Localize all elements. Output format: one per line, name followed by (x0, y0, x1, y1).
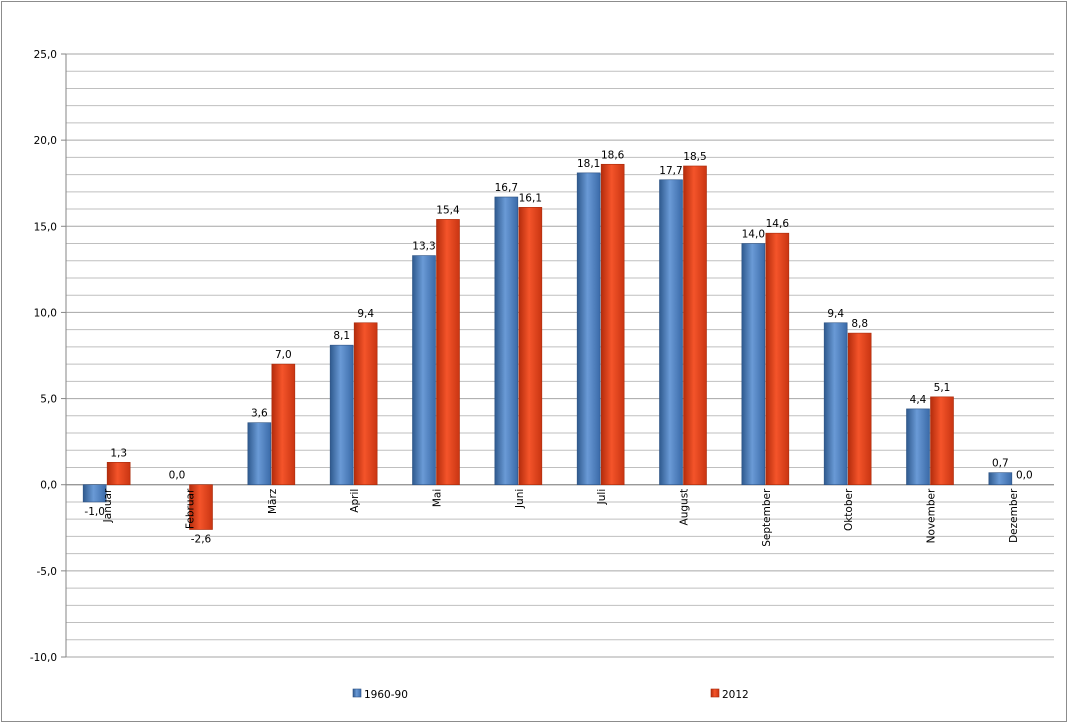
x-tick-label: Februar (185, 488, 197, 529)
data-label: 14,6 (766, 218, 790, 230)
bar-series2 (930, 396, 954, 486)
x-tick-label: Oktober (843, 488, 855, 531)
bar-series2 (765, 232, 790, 486)
data-label: 18,1 (577, 158, 600, 170)
bar-series2 (518, 207, 543, 486)
bar-series2 (189, 484, 213, 530)
data-label: 16,7 (495, 182, 518, 194)
bar-series2 (106, 462, 131, 486)
data-label: 4,4 (910, 394, 927, 406)
bar-series1 (576, 172, 601, 486)
data-label: 18,5 (683, 151, 706, 163)
data-label: 8,1 (333, 330, 350, 342)
x-tick-label: Mai (432, 489, 444, 507)
bar-series1 (988, 472, 1013, 486)
data-label: 15,4 (436, 204, 460, 216)
bar-series1 (823, 322, 848, 486)
y-tick-label: 25,0 (34, 49, 57, 61)
data-label: 0,7 (992, 458, 1009, 470)
data-label: 0,0 (169, 470, 186, 482)
data-label: 1,3 (110, 447, 127, 459)
x-tick-label: März (267, 488, 279, 514)
data-label: -2,6 (191, 534, 212, 546)
data-label: -1,0 (84, 506, 105, 518)
bar-series2 (847, 332, 872, 486)
bar-series1 (412, 255, 436, 486)
legend-swatch (352, 688, 362, 698)
data-label: 9,4 (357, 308, 374, 320)
x-tick-label: Januar (102, 488, 114, 523)
data-label: 14,0 (742, 229, 765, 241)
y-tick-label: 0,0 (40, 480, 57, 492)
legend-swatch (710, 688, 720, 698)
y-tick-label: 20,0 (34, 135, 57, 147)
data-label: 17,7 (659, 165, 682, 177)
data-label: 5,1 (934, 382, 951, 394)
bar-series2 (600, 163, 625, 486)
y-tick-label: 10,0 (34, 307, 57, 319)
bar-series2 (271, 363, 296, 486)
x-tick-label: April (349, 489, 361, 513)
bar-series1 (906, 408, 930, 486)
data-label: 0,0 (1016, 470, 1033, 482)
data-label: 13,3 (412, 241, 435, 253)
y-tick-label: -10,0 (30, 652, 57, 664)
data-label: 16,1 (519, 192, 542, 204)
bar-series1 (741, 243, 766, 486)
legend-label: 2012 (722, 689, 749, 701)
data-label: 7,0 (275, 349, 292, 361)
x-tick-label: September (761, 488, 773, 547)
y-tick-label: 15,0 (34, 221, 57, 233)
legend-label: 1960-90 (364, 689, 408, 701)
data-label: 3,6 (251, 408, 268, 420)
x-tick-label: August (679, 489, 691, 526)
bar-series1 (494, 196, 519, 486)
bar-series1 (329, 344, 354, 486)
bar-series2 (353, 322, 378, 486)
data-label: 18,6 (601, 149, 625, 161)
bar-series2 (683, 165, 707, 486)
bar-series1 (247, 422, 272, 486)
y-tick-label: -5,0 (37, 566, 58, 578)
bar-series1 (659, 179, 683, 486)
x-tick-label: Juli (596, 489, 608, 506)
x-tick-label: Dezember (1008, 488, 1020, 543)
data-label: 9,4 (827, 308, 844, 320)
bar-series1 (82, 484, 107, 503)
y-tick-label: 5,0 (40, 394, 57, 406)
x-tick-label: November (926, 488, 938, 543)
x-tick-label: Juni (514, 489, 526, 509)
bar-series2 (436, 219, 460, 486)
data-label: 8,8 (851, 318, 868, 330)
